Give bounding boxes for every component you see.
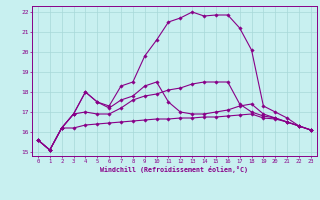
X-axis label: Windchill (Refroidissement éolien,°C): Windchill (Refroidissement éolien,°C) [100,166,248,173]
